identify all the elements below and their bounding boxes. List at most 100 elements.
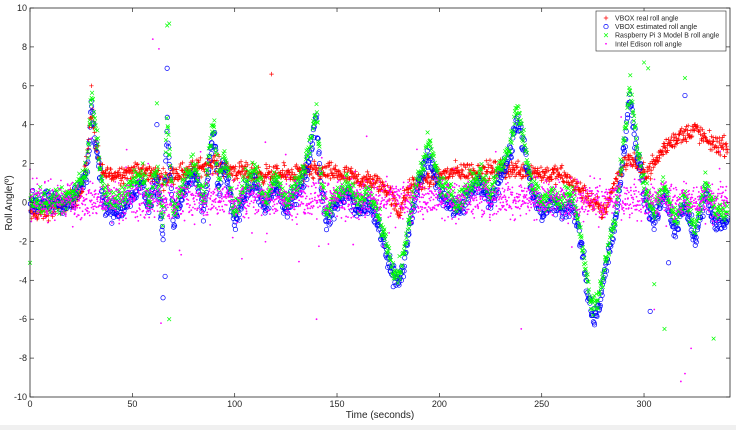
data-point bbox=[35, 215, 40, 221]
data-point bbox=[91, 203, 94, 206]
data-point bbox=[94, 192, 97, 195]
data-point bbox=[90, 199, 93, 202]
data-point bbox=[97, 193, 100, 195]
data-point bbox=[136, 187, 139, 189]
data-point bbox=[78, 199, 81, 202]
data-point bbox=[158, 188, 161, 190]
data-point bbox=[55, 191, 58, 194]
data-point bbox=[335, 175, 340, 181]
data-point bbox=[66, 184, 69, 187]
data-point bbox=[459, 167, 465, 173]
data-point bbox=[356, 172, 361, 177]
data-point bbox=[243, 160, 249, 165]
data-point bbox=[67, 199, 70, 202]
data-point bbox=[381, 184, 387, 189]
data-point bbox=[467, 163, 472, 168]
data-point bbox=[43, 199, 46, 202]
data-point bbox=[82, 189, 84, 191]
data-point bbox=[132, 164, 137, 169]
data-point bbox=[134, 162, 140, 168]
data-point bbox=[154, 185, 157, 188]
data-point bbox=[125, 191, 128, 193]
data-point bbox=[119, 178, 124, 183]
data-point bbox=[74, 204, 77, 207]
data-point bbox=[144, 202, 147, 205]
data-point bbox=[426, 175, 432, 180]
data-point bbox=[71, 204, 74, 207]
data-point bbox=[103, 174, 109, 180]
data-point bbox=[117, 182, 120, 184]
data-point bbox=[232, 166, 238, 172]
data-point bbox=[40, 189, 42, 191]
data-point bbox=[328, 176, 333, 182]
data-point bbox=[145, 195, 147, 198]
data-point bbox=[125, 217, 127, 220]
data-point bbox=[123, 193, 125, 196]
data-point bbox=[79, 218, 82, 221]
data-point bbox=[428, 178, 434, 183]
data-point bbox=[102, 185, 105, 188]
data-point bbox=[99, 198, 102, 201]
data-point bbox=[46, 212, 49, 215]
data-point bbox=[174, 167, 179, 172]
data-point bbox=[428, 180, 433, 186]
data-point bbox=[131, 211, 133, 213]
data-point bbox=[136, 215, 139, 218]
data-point bbox=[190, 158, 195, 164]
data-point bbox=[444, 169, 450, 174]
data-point bbox=[431, 182, 436, 187]
data-point bbox=[61, 213, 64, 216]
data-point bbox=[469, 162, 474, 167]
data-point bbox=[93, 196, 95, 198]
data-point bbox=[128, 184, 131, 187]
data-point bbox=[153, 216, 156, 219]
data-point bbox=[376, 184, 382, 189]
data-point bbox=[104, 190, 107, 193]
data-point bbox=[50, 200, 53, 202]
data-point bbox=[32, 193, 35, 195]
data-point bbox=[58, 187, 61, 190]
data-point bbox=[214, 158, 220, 163]
data-point bbox=[124, 186, 126, 189]
data-point bbox=[46, 210, 49, 212]
data-point bbox=[201, 164, 206, 170]
data-point bbox=[126, 203, 129, 205]
data-point bbox=[32, 188, 35, 191]
data-point bbox=[53, 197, 55, 200]
data-point bbox=[128, 189, 131, 192]
data-point bbox=[65, 200, 68, 203]
data-point bbox=[180, 160, 185, 166]
data-point bbox=[140, 185, 143, 188]
data-point bbox=[515, 158, 521, 164]
data-point bbox=[124, 202, 127, 204]
data-point bbox=[311, 176, 316, 181]
data-point bbox=[493, 159, 498, 165]
data-point bbox=[165, 198, 168, 200]
data-point bbox=[49, 178, 52, 181]
data-point bbox=[39, 205, 42, 208]
data-point bbox=[54, 199, 57, 201]
data-point bbox=[186, 164, 192, 169]
data-point bbox=[377, 176, 383, 182]
data-point bbox=[59, 188, 62, 191]
data-point bbox=[85, 197, 88, 200]
data-point bbox=[106, 186, 109, 189]
data-point bbox=[126, 184, 129, 187]
data-point bbox=[62, 200, 65, 203]
data-point bbox=[389, 202, 395, 207]
data-point bbox=[60, 200, 63, 203]
data-point bbox=[64, 213, 67, 215]
data-point bbox=[37, 195, 39, 197]
data-point bbox=[278, 170, 283, 175]
data-point bbox=[40, 208, 43, 211]
data-point bbox=[294, 162, 299, 168]
data-point bbox=[263, 162, 269, 167]
data-point bbox=[103, 208, 106, 211]
data-point bbox=[52, 203, 55, 206]
data-point bbox=[280, 168, 285, 173]
data-point bbox=[465, 176, 471, 181]
data-point bbox=[52, 206, 55, 209]
data-point bbox=[332, 171, 338, 176]
data-point bbox=[160, 191, 163, 194]
data-point bbox=[232, 177, 237, 182]
